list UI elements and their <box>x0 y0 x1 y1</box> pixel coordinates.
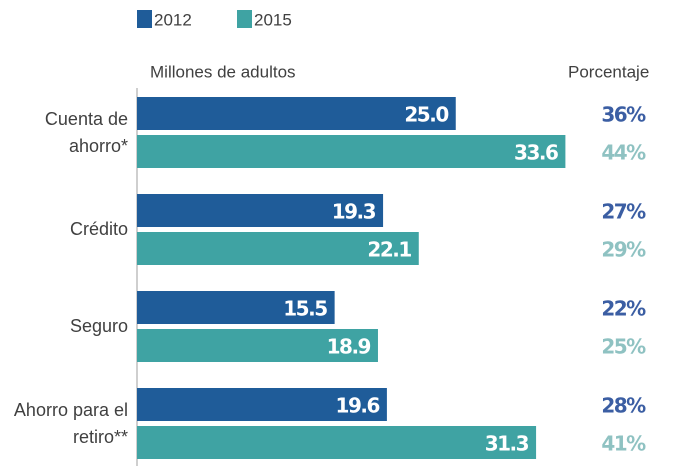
category-label: Seguro <box>69 316 128 336</box>
bar <box>137 97 456 130</box>
bar <box>137 329 378 362</box>
bar <box>137 388 387 421</box>
value-label: 15.5 <box>283 297 327 321</box>
percent-label: 22% <box>601 297 646 321</box>
value-label: 22.1 <box>367 238 411 262</box>
legend-swatch <box>137 10 152 28</box>
bar <box>137 232 419 265</box>
category-label: Ahorro para el retiro** <box>13 399 128 447</box>
bar <box>137 291 335 324</box>
percent-label: 41% <box>601 432 646 456</box>
category-label: Crédito <box>69 219 128 239</box>
value-label: 31.3 <box>485 432 529 456</box>
percent-label: 25% <box>601 335 646 359</box>
legend-swatch <box>237 10 252 28</box>
percent-header: Porcentaje <box>568 63 649 82</box>
percent-label: 44% <box>601 141 646 165</box>
percent-label: 29% <box>601 238 646 262</box>
bar <box>137 426 537 459</box>
bar <box>137 194 384 227</box>
value-label: 33.6 <box>514 141 558 165</box>
percent-label: 36% <box>601 103 646 127</box>
value-label: 19.6 <box>336 394 380 418</box>
bar <box>137 135 566 168</box>
value-label: 18.9 <box>327 335 371 359</box>
legend-label: 2012 <box>154 11 192 30</box>
value-label: 25.0 <box>404 103 448 127</box>
legend-label: 2015 <box>254 11 292 30</box>
axis-label: Millones de adultos <box>150 63 296 82</box>
value-label: 19.3 <box>332 200 376 224</box>
percent-label: 27% <box>601 200 646 224</box>
percent-label: 28% <box>601 394 646 418</box>
category-label: Cuenta de ahorro* <box>44 108 128 156</box>
